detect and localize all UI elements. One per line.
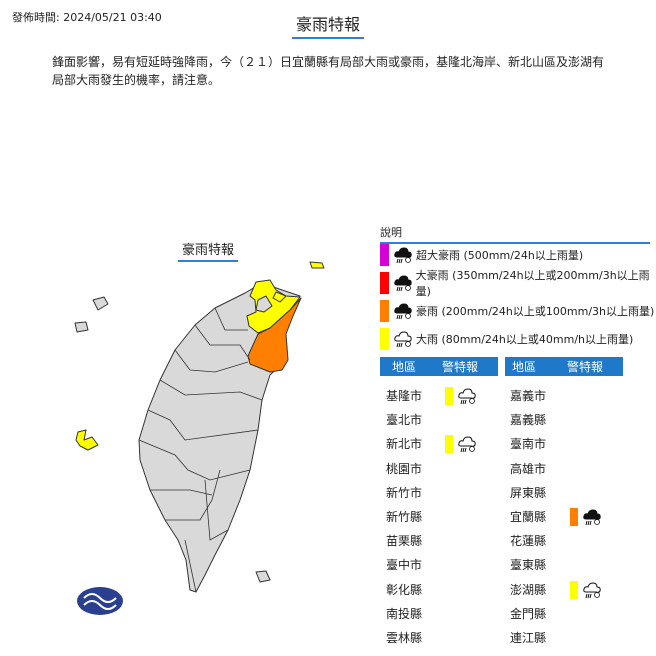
county-borders <box>138 307 263 593</box>
heavy-rain-icon <box>457 386 477 406</box>
legend-item: 豪雨 (200mm/24h以上或100mm/3h以上雨量) <box>380 300 654 322</box>
region-name: 臺北市 <box>386 413 423 428</box>
legend-swatch <box>380 328 389 350</box>
heavy-rain-icon <box>457 434 477 454</box>
region-name: 嘉義市 <box>510 389 547 403</box>
region-name: 彰化縣 <box>386 582 423 597</box>
region-name: 桃園市 <box>386 461 423 476</box>
header-warning: 警特報 <box>567 360 604 374</box>
region-name: 雲林縣 <box>386 631 423 645</box>
publish-time: 發佈時間: 2024/05/21 03:40 <box>12 11 162 24</box>
map-region-islet-b <box>74 321 89 333</box>
warning-swatch <box>445 387 453 405</box>
legend-label: 大雨 (80mm/24h以上或40mm/h以上雨量) <box>416 333 634 346</box>
header-region: 地區 <box>512 360 537 374</box>
torrential-rain-icon <box>393 273 413 293</box>
region-name: 新竹市 <box>386 485 423 500</box>
page-title: 豪雨特報 <box>292 11 365 39</box>
legend-label: 超大豪雨 (500mm/24h以上雨量) <box>416 249 584 262</box>
region-name: 澎湖縣 <box>510 582 547 597</box>
cwa-logo <box>77 587 123 615</box>
legend-swatch <box>380 244 389 266</box>
extremely-heavy-rain-icon <box>393 301 413 321</box>
map-title: 豪雨特報 <box>178 239 239 262</box>
legend-item: 超大豪雨 (500mm/24h以上雨量) <box>380 244 583 266</box>
region-name: 新竹縣 <box>386 510 423 524</box>
region-name: 金門縣 <box>510 606 547 621</box>
warning-swatch <box>570 508 578 526</box>
header-region: 地區 <box>392 360 417 374</box>
region-name: 新北市 <box>386 437 423 452</box>
region-name: 基隆市 <box>386 389 423 403</box>
map-region-yilan <box>247 297 302 373</box>
region-name: 嘉義縣 <box>510 413 547 428</box>
map-region-islet-north <box>309 261 325 269</box>
region-name: 宜蘭縣 <box>510 510 547 524</box>
map-region-keelung <box>272 291 287 303</box>
extremely-heavy-rain-icon <box>582 507 602 527</box>
legend-label: 豪雨 (200mm/24h以上或100mm/3h以上雨量) <box>416 305 655 318</box>
header-warning: 警特報 <box>442 360 479 374</box>
map-region-islet-a <box>92 296 109 311</box>
warning-swatch <box>570 580 578 599</box>
heavy-rain-icon <box>582 580 602 600</box>
region-name: 臺東縣 <box>510 558 547 573</box>
region-name: 臺南市 <box>510 437 547 452</box>
map-region-green-island <box>255 570 271 583</box>
region-name: 臺中市 <box>386 558 423 573</box>
warning-swatch <box>445 435 453 454</box>
region-name: 苗栗縣 <box>386 534 423 549</box>
legend-item: 大豪雨 (350mm/24h以上或200mm/3h以上雨量) <box>380 269 656 298</box>
region-name: 南投縣 <box>386 606 423 621</box>
table-header-left: 地區 警特報 <box>380 357 498 376</box>
legend-swatch <box>380 272 389 294</box>
region-name: 連江縣 <box>510 631 547 645</box>
region-name: 屏東縣 <box>510 485 547 500</box>
region-name: 花蓮縣 <box>510 534 547 549</box>
warning-description: 鋒面影響，易有短延時強降雨，今（２１）日宜蘭縣有局部大雨或豪雨，基隆北海岸、新北… <box>52 55 605 87</box>
table-header-right: 地區 警特報 <box>505 357 623 376</box>
taiwan-warning-map <box>74 261 325 615</box>
region-name: 高雄市 <box>510 461 547 476</box>
map-region-taipei <box>255 295 273 313</box>
map-region-penghu <box>75 429 99 451</box>
legend-label: 大豪雨 (350mm/24h以上或200mm/3h以上雨量) <box>415 269 650 298</box>
legend-title: 說明 <box>380 224 650 244</box>
legend-item: 大雨 (80mm/24h以上或40mm/h以上雨量) <box>380 328 633 350</box>
legend-swatch <box>380 300 389 322</box>
extremely-torrential-rain-icon <box>393 245 413 265</box>
heavy-rain-icon <box>393 329 413 349</box>
